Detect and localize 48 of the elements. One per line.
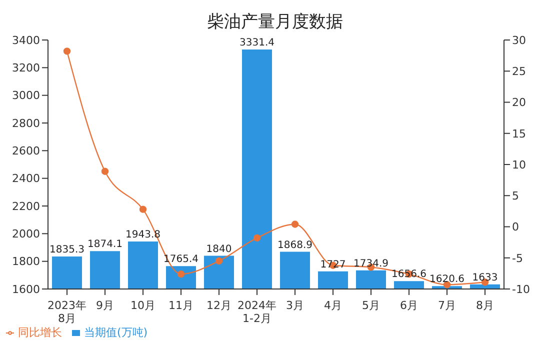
x-tick-label: 2023年 8月 — [48, 299, 86, 325]
y-tick-label: 2200 — [12, 200, 40, 213]
point — [63, 48, 71, 55]
y2-tick-label: 30 — [512, 34, 526, 47]
y2-tick-label: 15 — [512, 127, 526, 140]
y-tick-label: 2600 — [12, 144, 40, 158]
y-tick-label: 1600 — [12, 282, 40, 296]
data-label: 1734.9 — [354, 258, 388, 270]
y2-tick-label: 20 — [512, 96, 526, 110]
x-tick-label: 6月 — [400, 299, 418, 312]
y2-tick-label: 25 — [512, 65, 526, 78]
y-tick-label: 3200 — [12, 62, 40, 75]
y2-tick-label: 10 — [512, 158, 526, 172]
x-tick-label: 8月 — [476, 299, 494, 312]
data-label: 1840 — [206, 244, 232, 255]
point — [253, 234, 261, 242]
x-tick-label: 5月 — [362, 299, 380, 312]
x-tick-label: 12月 — [206, 299, 232, 312]
y2-tick-label: 5 — [512, 190, 519, 203]
x-tick-label: 9月 — [96, 299, 114, 312]
legend-label: 当期值(万吨) — [84, 326, 148, 339]
x-tick-label: 7月 — [438, 299, 456, 312]
point — [215, 257, 223, 265]
y2-tick-label: -5 — [512, 252, 523, 265]
data-label: 1868.9 — [278, 240, 312, 251]
y-tick-label: 3000 — [12, 89, 40, 102]
legend-label: 同比增长 — [18, 326, 62, 339]
point — [291, 220, 299, 228]
point — [139, 206, 147, 213]
x-tick-label: 4月 — [324, 299, 342, 312]
data-label: 1835.3 — [50, 244, 84, 256]
y-tick-label: 2800 — [12, 116, 40, 130]
y-tick-label: 2000 — [12, 228, 40, 241]
data-label: 1874.1 — [88, 239, 122, 250]
x-tick-label: 11月 — [168, 299, 194, 312]
y-tick-label: 3400 — [12, 34, 40, 47]
data-label: 1633 — [472, 272, 498, 284]
x-tick-label: 10月 — [130, 299, 156, 312]
point — [101, 168, 109, 175]
y2-tick-label: -10 — [512, 282, 530, 296]
x-tick-label: 2024年 1-2月 — [238, 299, 276, 325]
data-label: 1620.6 — [430, 274, 464, 286]
data-label: 3331.4 — [240, 37, 274, 48]
y-tick-label: 2400 — [12, 172, 40, 186]
chart-title: 柴油产量月度数据 — [206, 11, 344, 33]
x-tick-label: 3月 — [286, 299, 304, 312]
y-tick-label: 1800 — [12, 255, 40, 268]
y2-tick-label: 0 — [512, 220, 519, 234]
